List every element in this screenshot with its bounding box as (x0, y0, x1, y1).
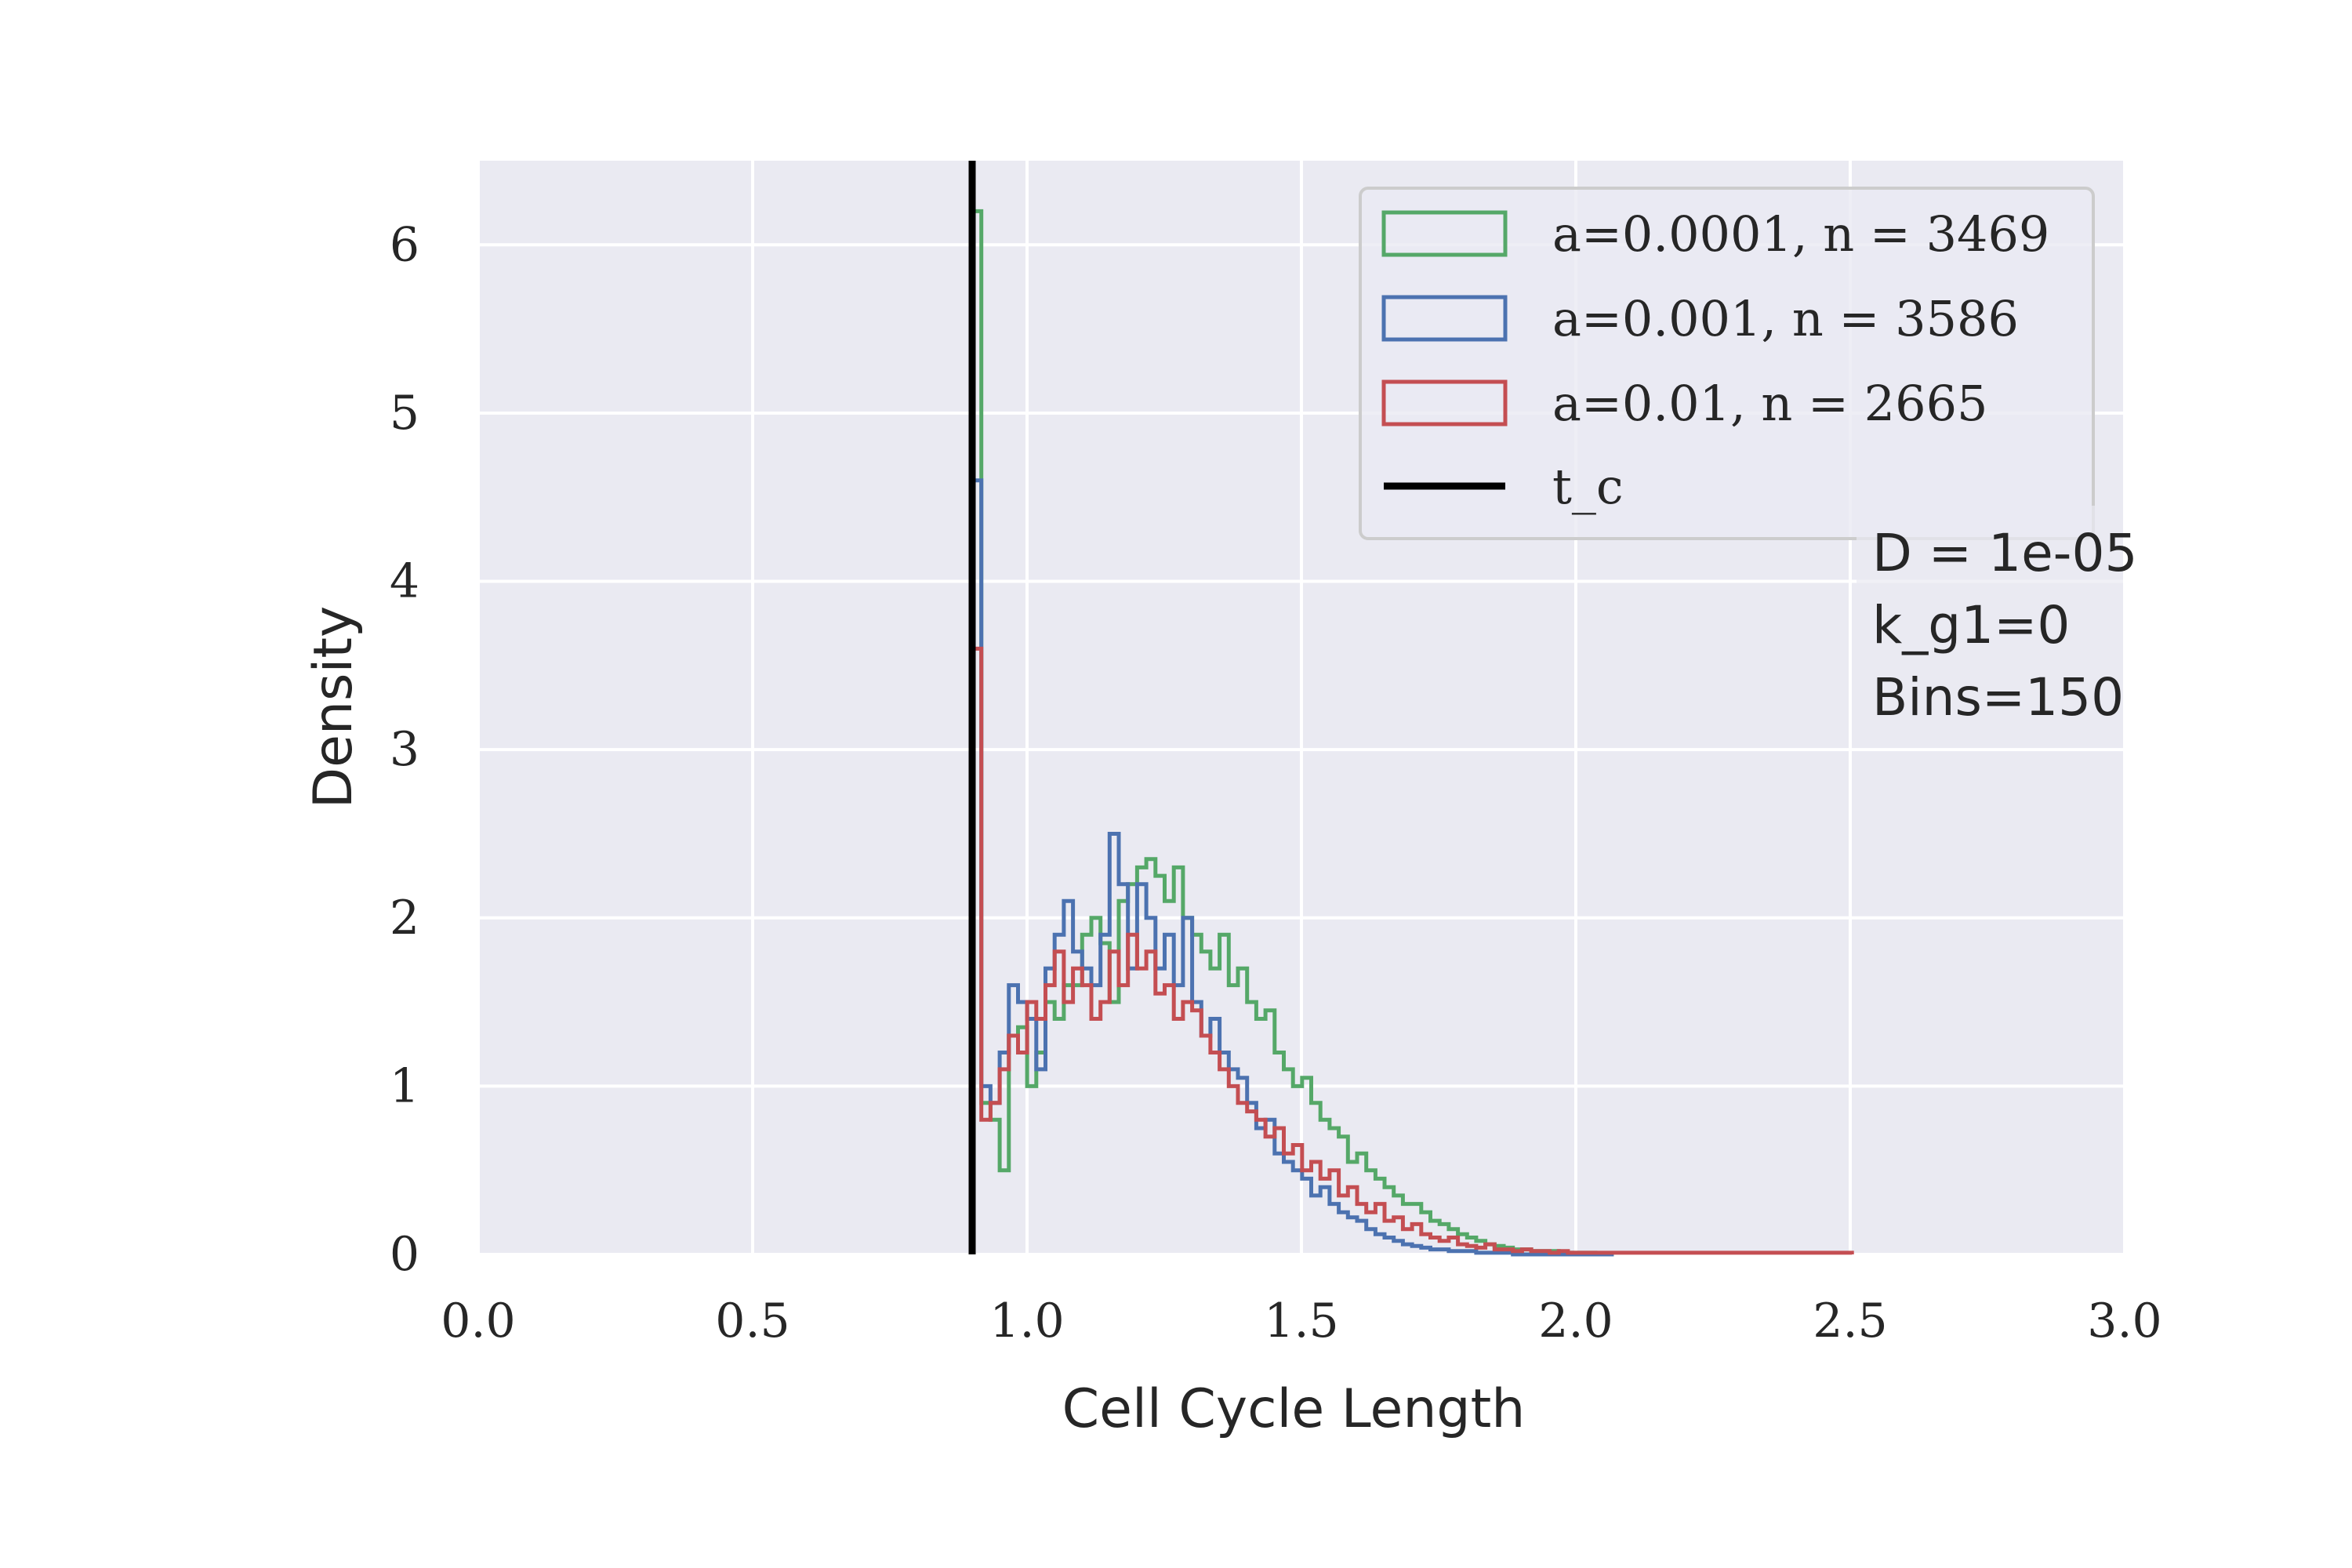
annotation-line: D = 1e-05 (1872, 523, 2137, 583)
annotation-line: Bins=150 (1872, 667, 2124, 728)
legend-label: t_c (1552, 458, 1624, 515)
series-layer (970, 209, 1854, 1257)
legend-swatch (1381, 295, 1508, 342)
y-tick-labels: 0 1 2 3 4 5 6 (390, 217, 419, 1282)
legend-swatch (1381, 379, 1508, 426)
x-axis-label: Cell Cycle Length (1062, 1378, 1526, 1440)
annotation-box (1857, 506, 2123, 741)
legend: a=0.0001, n = 3469 a=0.001, n = 3586 a=0.0… (1359, 187, 2095, 540)
annotation-line: k_g1=0 (1872, 595, 2070, 655)
y-tick-label: 2 (390, 891, 419, 946)
x-tick-labels: 0.0 0.5 1.0 1.5 2.0 2.5 3.0 (441, 1294, 2161, 1348)
legend-label: a=0.001, n = 3586 (1552, 290, 2019, 347)
legend-swatch (1381, 210, 1508, 257)
y-axis-label: Density (303, 606, 365, 809)
legend-box (1359, 187, 2095, 540)
y-tick-label: 5 (390, 386, 419, 441)
legend-label: a=0.0001, n = 3469 (1552, 205, 2049, 263)
y-tick-label: 0 (390, 1227, 419, 1282)
histogram-series-1 (970, 478, 1614, 1257)
x-tick-label: 2.5 (1813, 1294, 1887, 1348)
legend-label: a=0.01, n = 2665 (1552, 375, 1987, 432)
x-tick-label: 3.0 (2087, 1294, 2161, 1348)
y-tick-label: 6 (390, 217, 419, 272)
x-tick-label: 1.5 (1264, 1294, 1338, 1348)
y-tick-label: 4 (390, 554, 419, 609)
y-tick-label: 1 (390, 1058, 419, 1113)
y-tick-label: 3 (390, 722, 419, 777)
x-tick-label: 1.0 (989, 1294, 1064, 1348)
histogram-series-2 (970, 646, 1854, 1255)
grid-lines (477, 161, 2126, 1256)
x-tick-label: 2.0 (1538, 1294, 1613, 1348)
x-tick-label: 0.5 (715, 1294, 789, 1348)
x-tick-label: 0.0 (441, 1294, 515, 1348)
parameter-annotation: D = 1e-05 k_g1=0 Bins=150 (1857, 506, 2137, 741)
